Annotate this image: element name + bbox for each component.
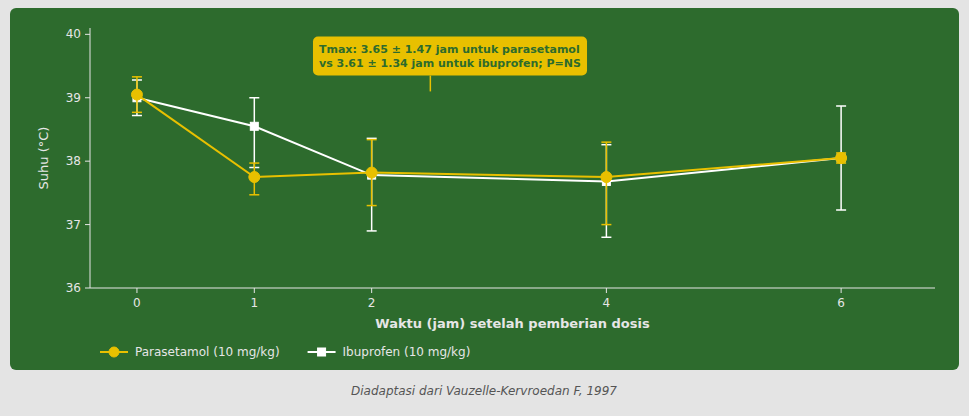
point xyxy=(366,167,377,178)
plot-area xyxy=(131,77,846,237)
error-bar xyxy=(836,106,846,210)
error-cap xyxy=(367,205,377,207)
error-cap xyxy=(601,237,611,239)
legend-label: Parasetamol (10 mg/kg) xyxy=(135,345,280,359)
point xyxy=(836,153,847,164)
error-stem xyxy=(606,142,608,224)
y-tick xyxy=(85,34,90,35)
error-bar xyxy=(836,153,846,163)
annotation-arrow xyxy=(430,76,432,92)
error-cap xyxy=(836,105,846,107)
y-tick-label: 39 xyxy=(66,91,81,105)
x-tick xyxy=(254,288,255,293)
legend-label: Ibuprofen (10 mg/kg) xyxy=(343,345,471,359)
x-tick-label: 1 xyxy=(250,296,258,310)
annotation-text: Tmax: 3.65 ± 1.47 jam untuk parasetamolv… xyxy=(319,43,581,70)
error-stem xyxy=(371,138,373,231)
annotation-line: vs 3.61 ± 1.34 jam untuk ibuprofen; P=NS xyxy=(319,57,581,70)
error-cap xyxy=(249,162,259,164)
error-bar xyxy=(367,140,377,206)
x-tick-label: 6 xyxy=(837,296,845,310)
error-bar xyxy=(249,98,259,168)
legend: Parasetamol (10 mg/kg) Ibuprofen (10 mg/k… xyxy=(100,345,470,359)
series-line xyxy=(137,95,841,177)
caption: Diadaptasi dari Vauzelle-Kervroedan F, 1… xyxy=(351,384,617,398)
error-bar xyxy=(132,77,142,113)
error-cap xyxy=(601,141,611,143)
error-bar xyxy=(601,142,611,224)
y-tick-label: 40 xyxy=(66,27,81,41)
annotation-box xyxy=(313,37,587,76)
y-tick xyxy=(85,224,90,225)
y-axis-label: Suhu (°C) xyxy=(36,127,51,190)
error-cap xyxy=(836,209,846,211)
error-cap xyxy=(249,194,259,196)
x-axis-label: Waktu (jam) setelah pemberian dosis xyxy=(375,316,650,331)
y-tick xyxy=(85,288,90,289)
x-tick-label: 4 xyxy=(603,296,611,310)
chart: 0 1 2 4 6 36 37 38 39 40 Waktu (jam) setelah pembe… xyxy=(0,0,969,416)
error-bar xyxy=(249,163,259,195)
x-tick xyxy=(136,288,137,293)
error-cap xyxy=(367,139,377,141)
error-bar xyxy=(367,138,377,231)
x-tick-label: 0 xyxy=(133,296,141,310)
x-tick xyxy=(606,288,607,293)
error-cap xyxy=(367,138,377,140)
x-tick xyxy=(371,288,372,293)
x-tick xyxy=(841,288,842,293)
legend-marker xyxy=(318,348,326,356)
legend-marker xyxy=(109,347,119,357)
x-axis xyxy=(90,288,935,289)
x-tick-label: 2 xyxy=(368,296,376,310)
point xyxy=(249,172,260,183)
error-stem xyxy=(254,98,256,168)
error-cap xyxy=(132,76,142,78)
error-cap xyxy=(367,230,377,232)
error-cap xyxy=(132,115,142,117)
point xyxy=(131,89,142,100)
panel xyxy=(10,8,959,370)
annotation-line: Tmax: 3.65 ± 1.47 jam untuk parasetamol xyxy=(319,43,580,56)
y-tick xyxy=(85,97,90,98)
error-cap xyxy=(132,112,142,114)
y-axis xyxy=(90,28,91,288)
point xyxy=(601,172,612,183)
annotation: Tmax: 3.65 ± 1.47 jam untuk parasetamolv… xyxy=(313,37,587,92)
y-tick-label: 36 xyxy=(66,281,81,295)
point xyxy=(250,122,258,130)
y-tick-label: 38 xyxy=(66,154,81,168)
y-tick xyxy=(85,161,90,162)
error-cap xyxy=(249,97,259,99)
error-cap xyxy=(601,224,611,226)
y-tick-label: 37 xyxy=(66,218,81,232)
